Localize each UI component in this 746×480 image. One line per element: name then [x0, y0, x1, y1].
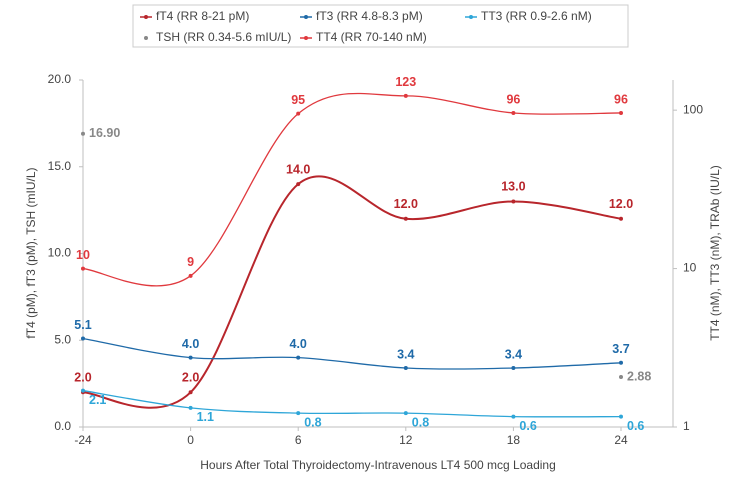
- data-point: [188, 273, 193, 278]
- data-point: [403, 366, 408, 371]
- legend-label: fT3 (RR 4.8-8.3 pM): [316, 9, 423, 23]
- y2-tick-label: 10: [683, 261, 697, 275]
- data-label: 0.6: [627, 419, 644, 433]
- legend-marker: [144, 36, 148, 40]
- x-tick-label: 0: [187, 433, 194, 447]
- legend-marker: [304, 36, 308, 40]
- legend-label: TT4 (RR 70-140 nM): [316, 30, 427, 44]
- data-label: 123: [395, 75, 416, 89]
- x-axis-label: Hours After Total Thyroidectomy-Intraven…: [200, 458, 556, 472]
- data-point: [511, 199, 516, 204]
- data-label: 12.0: [609, 197, 633, 211]
- data-point: [296, 182, 301, 187]
- data-label: 12.0: [394, 197, 418, 211]
- legend-label: TSH (RR 0.34-5.6 mIU/L): [156, 30, 291, 44]
- data-point: [81, 266, 85, 271]
- y2-tick-label: 100: [683, 102, 703, 116]
- data-label: 0.8: [412, 415, 429, 429]
- legend-label: fT4 (RR 8-21 pM): [156, 9, 249, 23]
- y-tick-label: 5.0: [54, 332, 71, 346]
- legend-marker: [144, 15, 148, 19]
- data-label: 4.0: [290, 337, 307, 351]
- data-label: 2.88: [627, 369, 651, 383]
- data-point: [81, 131, 85, 136]
- data-point: [188, 390, 193, 395]
- data-point: [403, 411, 408, 416]
- y-axis-label: fT4 (pM), fT3 (pM), TSH (mIU/L): [24, 167, 38, 338]
- y-tick-label: 0.0: [54, 419, 71, 433]
- data-point: [296, 111, 301, 116]
- data-point: [296, 411, 301, 416]
- x-tick-label: 6: [295, 433, 302, 447]
- data-point: [403, 93, 408, 98]
- y2-tick-label: 1: [683, 419, 690, 433]
- legend-label: TT3 (RR 0.9-2.6 nM): [481, 9, 592, 23]
- data-point: [511, 366, 516, 371]
- data-label: 3.4: [397, 347, 414, 361]
- data-label: 96: [506, 92, 520, 106]
- data-point: [511, 110, 516, 115]
- data-label: 10: [76, 248, 90, 262]
- x-tick-label: -24: [74, 433, 92, 447]
- data-label: 13.0: [501, 180, 525, 194]
- data-point: [619, 375, 623, 380]
- series-line: [82, 389, 622, 418]
- data-label: 4.0: [182, 337, 199, 351]
- data-point: [619, 216, 623, 221]
- data-label: 14.0: [286, 162, 310, 176]
- data-point: [188, 355, 193, 360]
- data-label: 16.90: [89, 126, 120, 140]
- data-point: [619, 414, 623, 419]
- data-label: 2.1: [89, 393, 106, 407]
- data-point: [619, 110, 623, 115]
- data-point: [296, 355, 301, 360]
- data-label: 0.8: [304, 415, 321, 429]
- x-tick-label: 18: [507, 433, 521, 447]
- data-label: 5.1: [74, 318, 91, 332]
- series-line: [82, 175, 622, 409]
- legend-box: [132, 4, 629, 48]
- y-tick-label: 10.0: [48, 246, 72, 260]
- data-point: [188, 405, 193, 410]
- data-label: 3.4: [505, 347, 522, 361]
- y-tick-label: 15.0: [48, 159, 72, 173]
- y2-axis-label: TT4 (nM), TT3 (nM), TRAb (IU/L): [708, 165, 722, 341]
- data-point: [619, 360, 623, 365]
- data-point: [81, 336, 85, 341]
- data-point: [81, 388, 85, 393]
- x-tick-label: 12: [399, 433, 413, 447]
- data-point: [511, 414, 516, 419]
- legend-marker: [304, 15, 308, 19]
- data-label: 1.1: [197, 410, 214, 424]
- data-label: 9: [187, 255, 194, 269]
- legend-marker: [469, 15, 473, 19]
- series-line: [82, 337, 622, 370]
- data-label: 95: [291, 93, 305, 107]
- data-label: 96: [614, 92, 628, 106]
- data-label: 2.0: [182, 371, 199, 385]
- data-label: 3.7: [612, 342, 629, 356]
- x-tick-label: 24: [614, 433, 628, 447]
- y-tick-label: 20.0: [48, 72, 72, 86]
- data-label: 0.6: [519, 419, 536, 433]
- data-label: 2.0: [74, 371, 91, 385]
- data-point: [403, 216, 408, 221]
- series-line: [82, 92, 622, 287]
